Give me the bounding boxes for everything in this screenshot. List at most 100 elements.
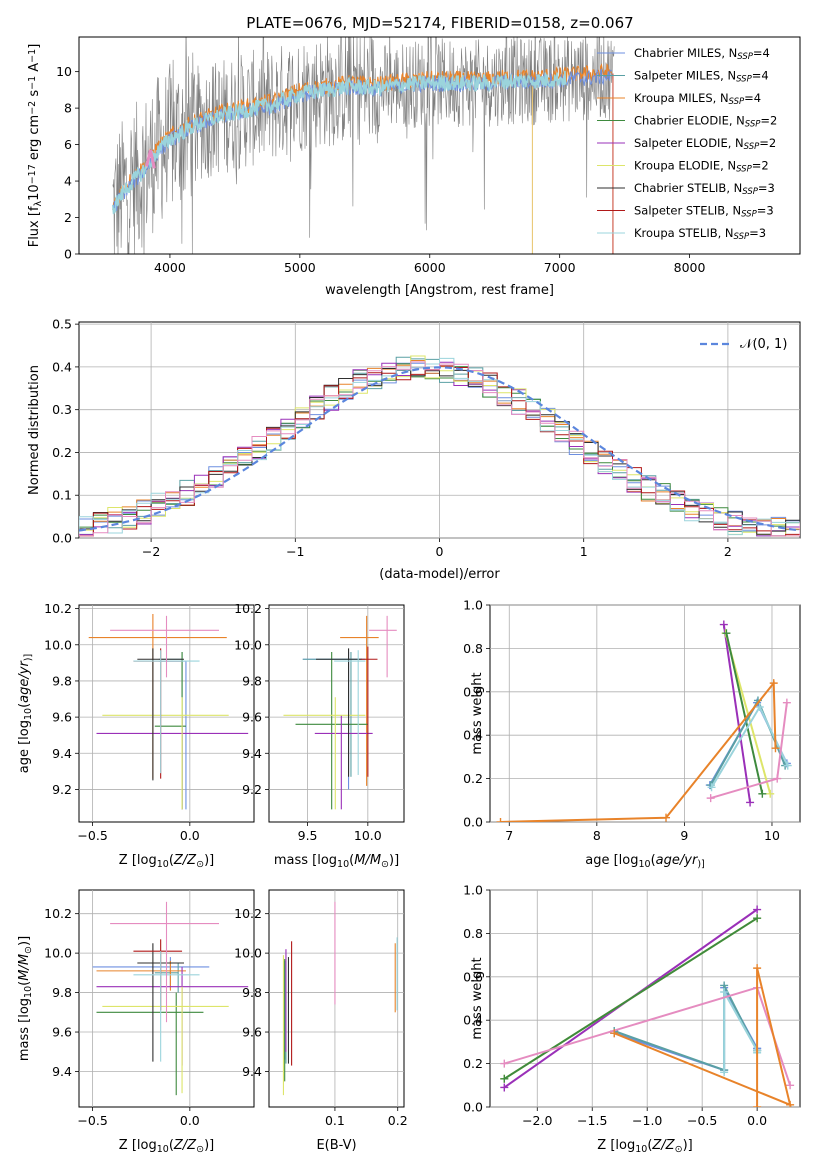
mass-weight-line [613, 987, 758, 1072]
legend-label: 𝒩(0, 1) [740, 337, 787, 352]
x-tick-label: −0.5 [687, 1113, 717, 1128]
error-point [295, 652, 368, 810]
x-tick-label: 7 [505, 828, 513, 843]
plus-marker [720, 987, 729, 996]
model-spectrum [145, 149, 156, 169]
axes-frame [78, 604, 255, 823]
plus-marker [753, 964, 762, 973]
x-axis-label: Z [log10(Z/Z⊙)] [597, 1138, 692, 1155]
mass-weight-vs-metallicity-panel: −2.0 −1.5 −1.0 −0.5 0.0 0.0 0.2 0.4 0.6 0.8 1.0 Z [… [463, 883, 801, 1155]
error-point [340, 615, 379, 786]
y-axis-label: mass [log10(M/M⊙)] [17, 936, 34, 1061]
plus-marker [610, 1029, 619, 1038]
x-tick-label: 9.5 [298, 828, 318, 843]
error-point [334, 650, 366, 775]
plus-marker [773, 774, 782, 783]
x-tick-label: 6000 [414, 260, 446, 275]
y-axis-label: age [log10(age/yr)] [17, 654, 34, 773]
mass-weight-line [725, 632, 764, 795]
plus-marker [755, 702, 764, 711]
mass-weight-line [722, 624, 752, 803]
error-point [96, 961, 186, 991]
y-axis-label: Normed distribution [27, 365, 42, 495]
y-tick-label: 9.6 [242, 710, 262, 725]
axes-frame [268, 604, 405, 823]
x-axis-label: Z [log10(Z/Z⊙)] [119, 1138, 214, 1155]
y-tick-label: 0.6 [463, 969, 483, 984]
age-vs-mass-panel: 9.5 10.0 9.2 9.4 9.6 9.8 10.0 10.2 mass [log10(M… [234, 601, 405, 870]
y-tick-label: 9.6 [242, 1025, 262, 1040]
error-point [316, 648, 362, 777]
mass-weight-line [503, 917, 758, 1080]
error-point [88, 614, 227, 779]
axes-frame [489, 604, 801, 823]
x-axis-label: age [log10(age/yr)] [585, 853, 704, 870]
x-tick-label: 0.2 [388, 1113, 408, 1128]
x-tick-label: 0.0 [180, 1113, 200, 1128]
age-vs-metallicity-panel: −0.5 0.0 9.2 9.4 9.6 9.8 10.0 10.2 Z [log10(Z/Z⊙… [17, 601, 255, 870]
y-tick-label: 0.0 [463, 1100, 483, 1115]
y-tick-label: 0.3 [52, 402, 72, 417]
plot-area [112, 37, 615, 254]
legend-label: Kroupa STELIB, NSSP=3 [634, 226, 766, 242]
x-axis-label: mass [log10(M/M⊙)] [274, 853, 399, 870]
x-tick-label: 10 [764, 828, 780, 843]
y-tick-label: 9.8 [242, 673, 262, 688]
y-tick-label: 0.2 [52, 445, 72, 460]
x-tick-label: 7000 [544, 260, 576, 275]
y-tick-label: 10.0 [44, 637, 72, 652]
residual-histogram-panel: −2 −1 0 1 2 0.0 0.1 0.2 0.3 0.4 0.5 𝒩(0, 1) (data-mo… [27, 317, 801, 582]
y-tick-label: 0 [64, 247, 72, 262]
plus-marker [758, 789, 767, 798]
y-tick-label: 1.0 [463, 883, 483, 898]
plus-marker [500, 1074, 509, 1083]
legend-label: Chabrier ELODIE, NSSP=2 [634, 114, 777, 130]
y-tick-label: 10.2 [44, 601, 72, 616]
legend: Chabrier MILES, NSSP=4 Salpeter MILES, NS… [597, 46, 777, 242]
x-axis-label: E(B-V) [316, 1138, 356, 1153]
plot-area [500, 905, 795, 1107]
error-point [314, 715, 373, 810]
mass-weight-line [723, 988, 759, 1073]
mass-vs-metallicity-panel: −0.5 0.0 9.4 9.6 9.8 10.0 10.2 Z [log10(Z/Z⊙)] m… [17, 889, 255, 1155]
y-tick-label: 0.2 [463, 1056, 483, 1071]
plus-marker [783, 761, 792, 770]
y-tick-label: 10.2 [44, 906, 72, 921]
x-axis-label: Z [log10(Z/Z⊙)] [119, 853, 214, 870]
x-tick-label: −1.0 [632, 1113, 662, 1128]
error-point [302, 652, 366, 777]
x-axis-label: (data-model)/error [379, 567, 500, 582]
x-tick-label: −1 [286, 544, 304, 559]
x-tick-label: 4000 [154, 260, 186, 275]
error-point [158, 652, 183, 810]
y-tick-label: 9.4 [52, 746, 72, 761]
x-tick-label: −1.5 [577, 1113, 607, 1128]
y-tick-label: 9.4 [242, 746, 262, 761]
y-tick-label: 9.8 [52, 985, 72, 1000]
y-tick-label: 9.4 [242, 1064, 262, 1079]
plus-marker [766, 789, 775, 798]
x-axis-label: wavelength [Angstrom, rest frame] [325, 283, 554, 298]
x-tick-label: 10.0 [354, 828, 382, 843]
x-tick-label: 0 [436, 544, 444, 559]
error-point [154, 652, 186, 810]
error-point [96, 715, 249, 810]
plot-area [283, 615, 397, 810]
error-point [283, 697, 366, 810]
legend-label: Salpeter ELODIE, NSSP=2 [634, 136, 776, 152]
histogram-step [79, 361, 800, 537]
plot-area [79, 355, 800, 537]
y-tick-label: 9.8 [242, 985, 262, 1000]
y-tick-label: 9.6 [52, 1025, 72, 1040]
y-tick-label: 0.5 [52, 317, 72, 332]
y-tick-label: 9.6 [52, 710, 72, 725]
axes-frame [268, 889, 405, 1108]
y-axis-label: mass weight [470, 957, 485, 1039]
plus-marker [786, 1081, 795, 1090]
plus-marker [771, 744, 780, 753]
spectrum-panel: 4000 5000 6000 7000 8000 0 2 4 6 8 10 wavelength [A… [27, 36, 801, 298]
mass-weight-line [613, 967, 792, 1107]
plus-marker [500, 1059, 509, 1068]
mass-weight-vs-age-panel: 7 8 9 10 0.0 0.2 0.4 0.6 0.8 1.0 age [log10(age/yr… [463, 598, 801, 870]
